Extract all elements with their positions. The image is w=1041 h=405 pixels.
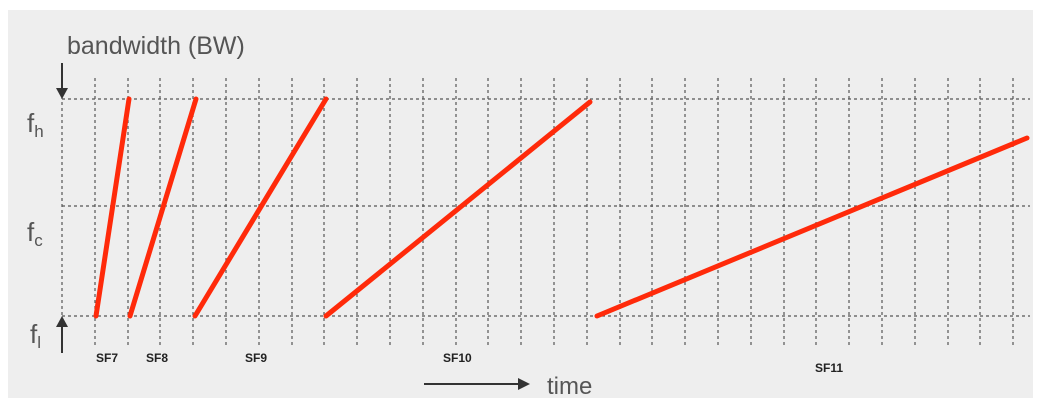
x-axis-title: time (547, 373, 592, 400)
sf-label: SF11 (815, 361, 843, 375)
chirp-sf7 (93, 96, 132, 319)
label-f-high: fh (27, 108, 44, 141)
sf-label: SF9 (245, 351, 267, 365)
chirp-sf11 (594, 135, 1030, 319)
vertical-gridlines (61, 78, 1014, 348)
chirps (93, 96, 1030, 319)
sf-label: SF7 (96, 351, 118, 365)
sf-label: SF10 (443, 351, 472, 365)
label-f-center: fc (27, 217, 43, 250)
horizontal-gridlines (62, 98, 1030, 317)
y-axis-title: bandwidth (BW) (67, 32, 245, 60)
chirp-sf9 (192, 96, 329, 319)
bandwidth-arrow-down-icon (56, 63, 68, 99)
chirp-sf10 (323, 99, 593, 319)
bandwidth-arrow-up-icon (56, 316, 68, 353)
chirp-sf8 (127, 96, 199, 319)
time-arrow-icon (424, 378, 530, 390)
sf-label: SF8 (146, 351, 168, 365)
label-f-low: fl (30, 319, 41, 352)
